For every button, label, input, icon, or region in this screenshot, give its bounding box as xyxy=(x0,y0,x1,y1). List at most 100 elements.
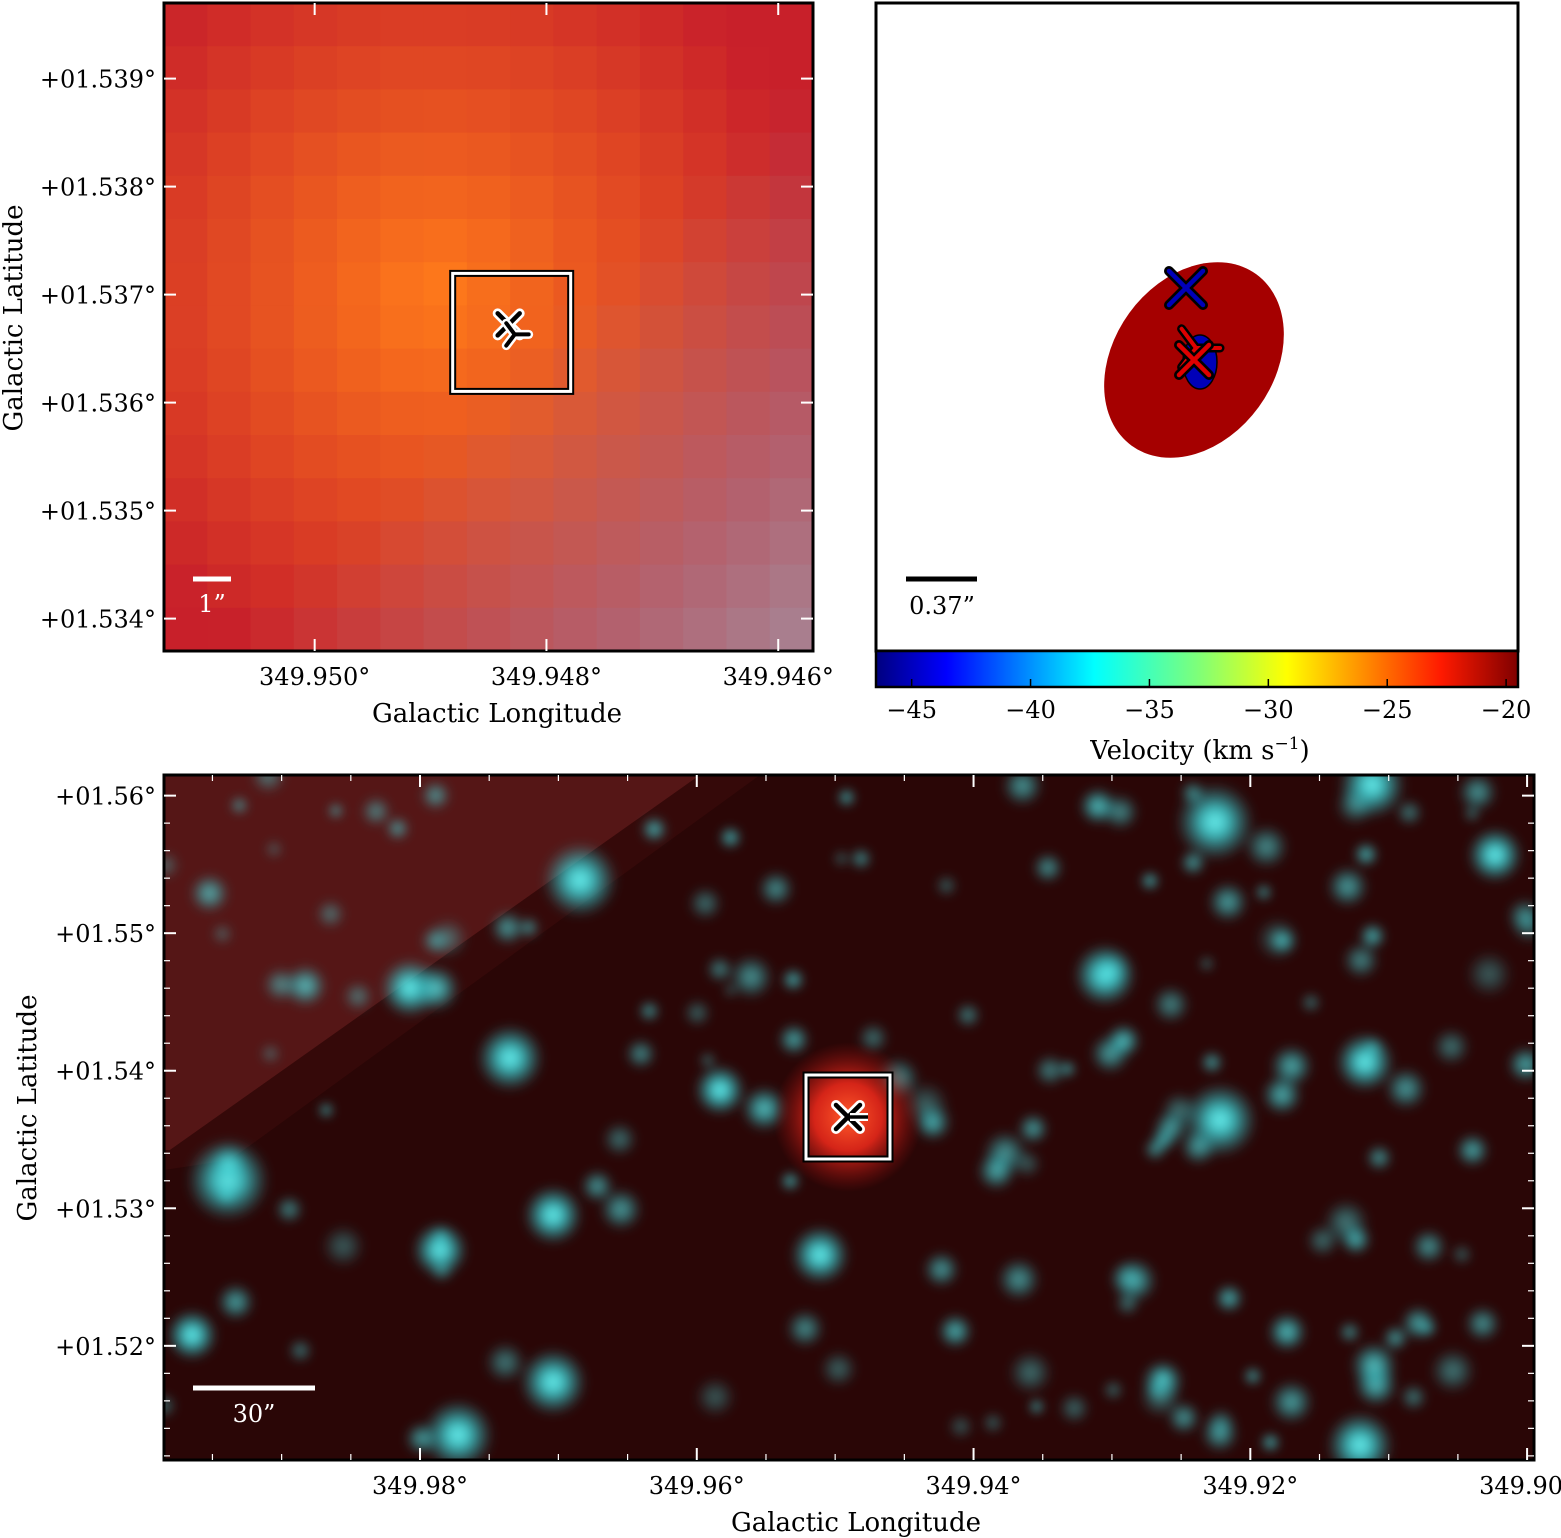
colorbar-tick-label: −45 xyxy=(886,696,937,724)
tl-pixel xyxy=(337,46,381,90)
bottom-star-faint xyxy=(1395,798,1424,827)
bottom-star-faint xyxy=(211,922,234,945)
bottom-star-faint xyxy=(1114,1290,1141,1317)
bottom-ylabel: Galactic Latitude xyxy=(13,995,43,1222)
tl-pixel xyxy=(683,3,728,47)
tl-pixel xyxy=(337,132,381,177)
tl-pixel xyxy=(337,175,381,220)
tl-pixel xyxy=(510,132,554,177)
tl-pixel xyxy=(337,521,381,566)
tl-pixel xyxy=(683,219,728,263)
bottom-star-faint xyxy=(1255,916,1301,962)
bottom-star xyxy=(1326,1411,1394,1460)
tl-pixel xyxy=(596,607,641,651)
tl-pixel xyxy=(639,132,684,177)
bottom-star xyxy=(694,1064,746,1116)
bottom-star xyxy=(412,1222,468,1278)
bottom-star-faint xyxy=(420,779,452,811)
tl-pixel xyxy=(553,305,598,350)
tl-pixel xyxy=(380,564,425,609)
bottom-star-faint xyxy=(922,1250,961,1289)
tl-pixel xyxy=(596,219,641,263)
bottom-star-faint xyxy=(1451,1243,1473,1266)
tl-pixel xyxy=(553,262,598,306)
tl-ylabel: Galactic Latitude xyxy=(0,205,29,432)
tl-pixel xyxy=(337,89,381,134)
tl-pixel xyxy=(207,391,252,436)
tl-pixel xyxy=(423,521,468,566)
tl-pixel xyxy=(207,262,252,306)
bottom-star-faint xyxy=(947,1413,974,1440)
tl-pixel xyxy=(769,262,813,306)
bottom-star-faint xyxy=(1102,1379,1124,1401)
tl-pixel xyxy=(293,89,338,134)
tl-pixel xyxy=(207,521,252,566)
tl-pixel xyxy=(553,89,598,134)
tl-pixel xyxy=(337,391,381,436)
tl-pixel xyxy=(510,521,554,566)
colorbar-label-exp: −1 xyxy=(1274,734,1299,754)
tl-pixel xyxy=(466,132,511,177)
tl-pixel xyxy=(423,262,468,306)
tl-pixel xyxy=(466,219,511,263)
bottom-star-faint xyxy=(1243,823,1290,870)
tl-pixel xyxy=(683,348,728,393)
tl-marker-tri-arm-1 xyxy=(504,321,517,337)
bottom-star-faint xyxy=(638,999,661,1023)
tl-pixel xyxy=(769,348,813,393)
tl-pixel xyxy=(164,435,208,479)
bottom-star-faint xyxy=(1033,1053,1067,1088)
tl-pixel xyxy=(769,46,813,90)
tl-pixel xyxy=(510,564,554,609)
tl-pixel xyxy=(769,391,813,436)
tl-pixel xyxy=(250,175,295,220)
bottom-star-faint xyxy=(214,1183,238,1207)
tl-pixel xyxy=(207,478,252,522)
bottom-star-faint xyxy=(601,1121,638,1158)
colorbar-tick-label: −35 xyxy=(1124,696,1175,724)
tl-pixel xyxy=(639,305,684,350)
bottom-star-faint xyxy=(320,1223,366,1269)
tl-pixel xyxy=(683,305,728,350)
bottom-star-faint xyxy=(718,825,743,850)
tl-pixel xyxy=(639,564,684,609)
bottom-star-faint xyxy=(327,802,344,819)
tl-pixel xyxy=(553,478,598,522)
tl-pixel xyxy=(596,305,641,350)
bottom-star-faint xyxy=(935,874,958,897)
bottom-star-faint xyxy=(208,1143,250,1185)
tr-point-x-blue-b xyxy=(1166,268,1206,308)
colorbar-tick-label: −30 xyxy=(1243,696,1294,724)
bottom-star-faint xyxy=(1151,984,1191,1025)
bottom-star-faint xyxy=(412,964,460,1013)
panel-bottom: 349.98° 349.96° 349.94° 349.92° 349.90° +01.5… xyxy=(13,773,1561,1538)
bottom-star-faint xyxy=(1506,897,1534,935)
bottom-star-faint xyxy=(981,1411,1004,1434)
bottom-xtick-label: 349.92° xyxy=(1202,1472,1298,1500)
tl-pixel xyxy=(769,89,813,134)
tl-pixel xyxy=(726,435,771,479)
tl-pixel xyxy=(769,607,813,651)
tl-pixel xyxy=(726,607,771,651)
tl-pixel xyxy=(250,262,295,306)
bottom-frame xyxy=(162,773,1536,1462)
tl-pixel xyxy=(423,175,468,220)
tl-pixel xyxy=(293,478,338,522)
bottom-star-faint xyxy=(315,899,346,929)
bottom-star-faint xyxy=(262,966,299,1003)
bottom-star-faint xyxy=(1179,780,1206,806)
tl-pixel xyxy=(380,435,425,479)
tl-pixel xyxy=(553,391,598,436)
bottom-star-faint xyxy=(1410,1228,1448,1265)
bottom-star-faint xyxy=(1143,1137,1167,1162)
bottom-markers xyxy=(802,1071,894,1163)
bottom-star-faint xyxy=(1108,1259,1144,1296)
bottom-star-faint xyxy=(1179,849,1207,877)
tl-pixel xyxy=(207,132,252,177)
tl-pixel xyxy=(726,89,771,134)
tl-pixel xyxy=(164,305,208,350)
bottom-star-faint xyxy=(1028,1398,1045,1415)
tl-pixel xyxy=(293,521,338,566)
tl-pixel xyxy=(769,478,813,522)
tl-pixel xyxy=(769,305,813,350)
